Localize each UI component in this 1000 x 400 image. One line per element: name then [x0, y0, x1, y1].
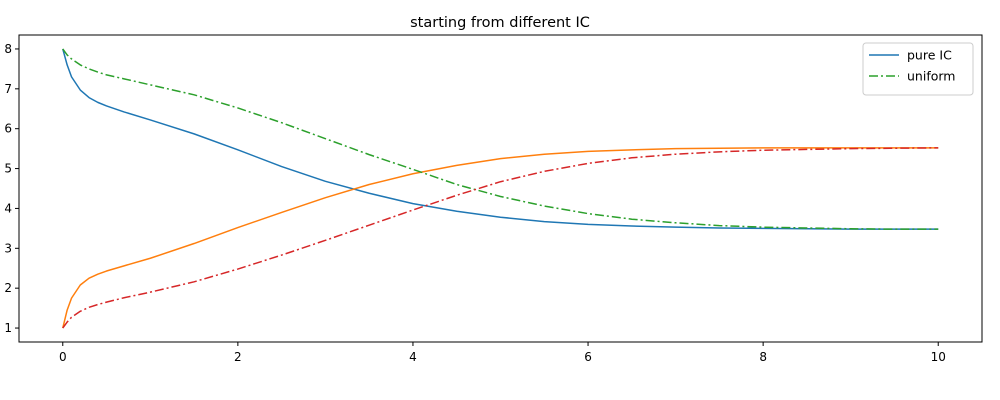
plot-frame — [18, 34, 983, 343]
legend-label: uniform — [907, 69, 955, 84]
y-tick-label: 1 — [4, 321, 12, 335]
series-line-4 — [62, 147, 939, 329]
x-tick-label: 0 — [59, 350, 67, 364]
y-tick-label: 3 — [4, 241, 12, 255]
y-tick-label: 4 — [4, 201, 12, 215]
x-tick-label: 10 — [931, 350, 946, 364]
y-tick-label: 7 — [4, 82, 12, 96]
x-tick-label: 2 — [234, 350, 242, 364]
y-axis: 1 2 3 4 5 6 7 8 — [4, 42, 19, 335]
chart-title: starting from different IC — [410, 15, 590, 31]
legend: pure IC uniform — [862, 42, 974, 96]
x-tick-label: 6 — [584, 350, 592, 364]
x-tick-label: 8 — [759, 350, 767, 364]
y-tick-label: 8 — [4, 42, 12, 56]
plot-area — [62, 48, 939, 329]
x-axis: 0 2 4 6 8 10 — [59, 342, 946, 364]
series-line-2 — [62, 147, 939, 329]
y-tick-label: 2 — [4, 281, 12, 295]
y-tick-label: 6 — [4, 122, 12, 136]
legend-label: pure IC — [907, 48, 952, 63]
series-line-3 — [62, 48, 939, 230]
legend-box — [862, 42, 974, 96]
x-tick-label: 4 — [409, 350, 417, 364]
series-line-1 — [62, 48, 939, 230]
y-tick-label: 5 — [4, 162, 12, 176]
